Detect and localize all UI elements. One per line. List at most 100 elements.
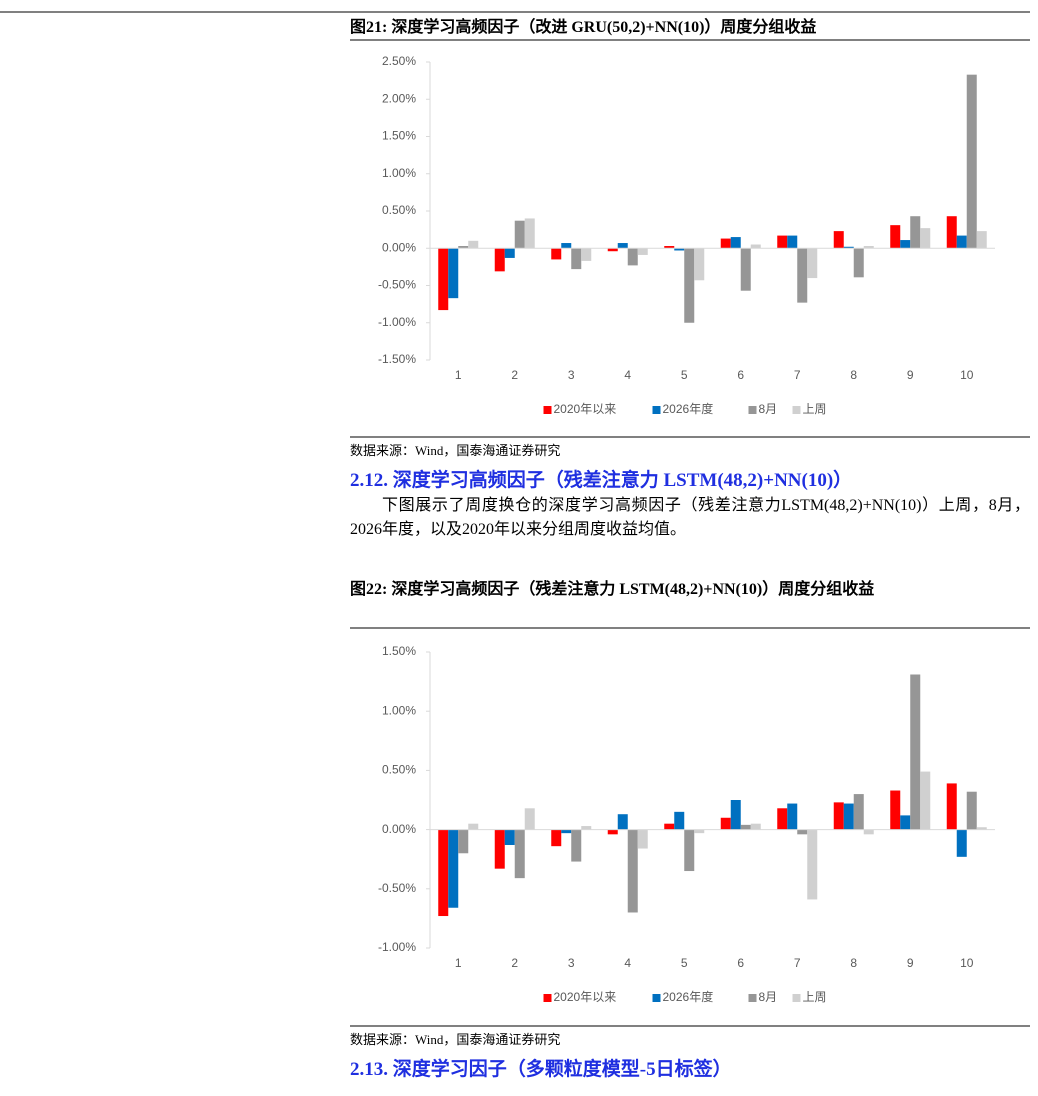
bar	[448, 248, 459, 299]
y-tick-label: -1.00%	[378, 940, 416, 954]
bar	[627, 829, 638, 913]
chart: -1.50% -1.00% -0.50% 0.00% 0.50% 1.00% 1.50% 2.…	[378, 54, 995, 416]
legend-label: 上周	[803, 990, 827, 1004]
bar	[561, 243, 572, 249]
bar	[637, 829, 648, 849]
bar	[956, 235, 967, 249]
bar	[956, 829, 967, 857]
legend-label: 8月	[759, 990, 778, 1004]
x-tick-label: 4	[624, 956, 631, 970]
x-tick-label: 5	[681, 368, 688, 382]
bar	[740, 248, 751, 291]
bar	[664, 246, 675, 249]
y-tick-label: -1.00%	[378, 315, 416, 329]
legend-label: 8月	[759, 402, 778, 416]
y-tick-label: 1.00%	[382, 703, 416, 717]
bar	[571, 248, 582, 270]
bar	[694, 248, 705, 281]
bar	[890, 225, 901, 249]
legend-label: 2020年以来	[554, 402, 617, 416]
bar	[694, 829, 705, 834]
y-tick-label: 0.50%	[382, 763, 416, 777]
bar	[900, 815, 911, 830]
bar	[448, 829, 459, 908]
y-tick-label: 0.00%	[382, 822, 416, 836]
x-tick-label: 2	[511, 956, 518, 970]
bar	[684, 829, 695, 872]
bar	[863, 829, 874, 835]
bar	[853, 794, 864, 830]
bar	[674, 248, 685, 251]
x-tick-label: 8	[850, 956, 857, 970]
bar	[514, 829, 525, 879]
figure-title: 图22: 深度学习高频因子（残差注意力 LSTM(48,2)+NN(10)）周度…	[350, 581, 875, 598]
x-tick-label: 9	[907, 956, 914, 970]
x-tick-label: 6	[737, 368, 744, 382]
x-tick-label: 10	[960, 956, 974, 970]
y-tick-label: -0.50%	[378, 881, 416, 895]
source: 数据来源：Wind，国泰海通证券研究	[350, 1032, 561, 1047]
y-tick-label: 1.50%	[382, 644, 416, 658]
bar	[976, 827, 987, 830]
bar	[863, 246, 874, 249]
y-tick-label: 2.00%	[382, 91, 416, 105]
bar	[853, 248, 864, 278]
bar	[976, 231, 987, 249]
paragraph: 下图展示了周度换仓的深度学习高频因子（残差注意力LSTM(48,2)+NN(10…	[350, 497, 1030, 538]
legend-swatch	[792, 994, 801, 1002]
bar	[777, 808, 788, 830]
legend-swatch	[543, 406, 552, 414]
bar	[607, 248, 618, 252]
figure-title: 图21: 深度学习高频因子（改进 GRU(50,2)+NN(10)）周度分组收益	[350, 19, 817, 36]
bar	[920, 771, 931, 830]
bar	[524, 218, 535, 249]
y-tick-label: 0.50%	[382, 203, 416, 217]
bar	[797, 248, 808, 303]
y-tick-label: -1.50%	[378, 352, 416, 366]
bar	[966, 791, 977, 830]
section-heading: 2.12. 深度学习高频因子（残差注意力 LSTM(48,2)+NN(10)）	[350, 470, 853, 491]
x-tick-label: 7	[794, 368, 801, 382]
bar	[890, 790, 901, 830]
bar	[900, 240, 911, 249]
bar	[730, 237, 741, 249]
x-tick-label: 3	[568, 368, 575, 382]
bar	[966, 74, 977, 249]
x-tick-label: 5	[681, 956, 688, 970]
bar	[617, 814, 628, 830]
y-tick-label: 1.00%	[382, 166, 416, 180]
x-tick-label: 1	[455, 956, 462, 970]
bar	[438, 248, 449, 311]
bar	[787, 235, 798, 249]
bar	[910, 674, 921, 830]
legend-label: 2020年以来	[554, 990, 617, 1004]
bar	[807, 248, 818, 279]
legend-label: 2026年度	[663, 401, 714, 416]
bar	[787, 803, 798, 830]
x-tick-label: 1	[455, 368, 462, 382]
bar	[551, 829, 562, 847]
x-tick-label: 6	[737, 956, 744, 970]
y-tick-label: 2.50%	[382, 54, 416, 68]
y-tick-label: -0.50%	[378, 278, 416, 292]
bar	[843, 803, 854, 830]
bar	[551, 248, 562, 260]
legend-swatch	[652, 406, 661, 414]
bar	[468, 240, 479, 249]
legend-swatch	[748, 406, 757, 414]
bar	[561, 829, 572, 834]
x-tick-label: 7	[794, 956, 801, 970]
legend-swatch	[748, 994, 757, 1002]
bar	[833, 231, 844, 249]
x-tick-label: 3	[568, 956, 575, 970]
bar	[946, 783, 957, 830]
y-tick-label: 0.00%	[382, 240, 416, 254]
legend-swatch	[792, 406, 801, 414]
bar	[946, 216, 957, 249]
x-tick-label: 4	[624, 368, 631, 382]
bar	[581, 826, 592, 830]
bar	[833, 802, 844, 830]
bar	[730, 800, 741, 830]
bar	[674, 811, 685, 830]
bar	[458, 829, 469, 854]
